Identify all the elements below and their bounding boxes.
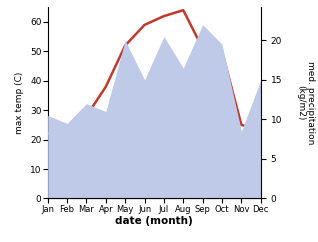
- X-axis label: date (month): date (month): [115, 216, 193, 227]
- Y-axis label: med. precipitation
(kg/m2): med. precipitation (kg/m2): [296, 61, 315, 144]
- Y-axis label: max temp (C): max temp (C): [15, 72, 24, 134]
